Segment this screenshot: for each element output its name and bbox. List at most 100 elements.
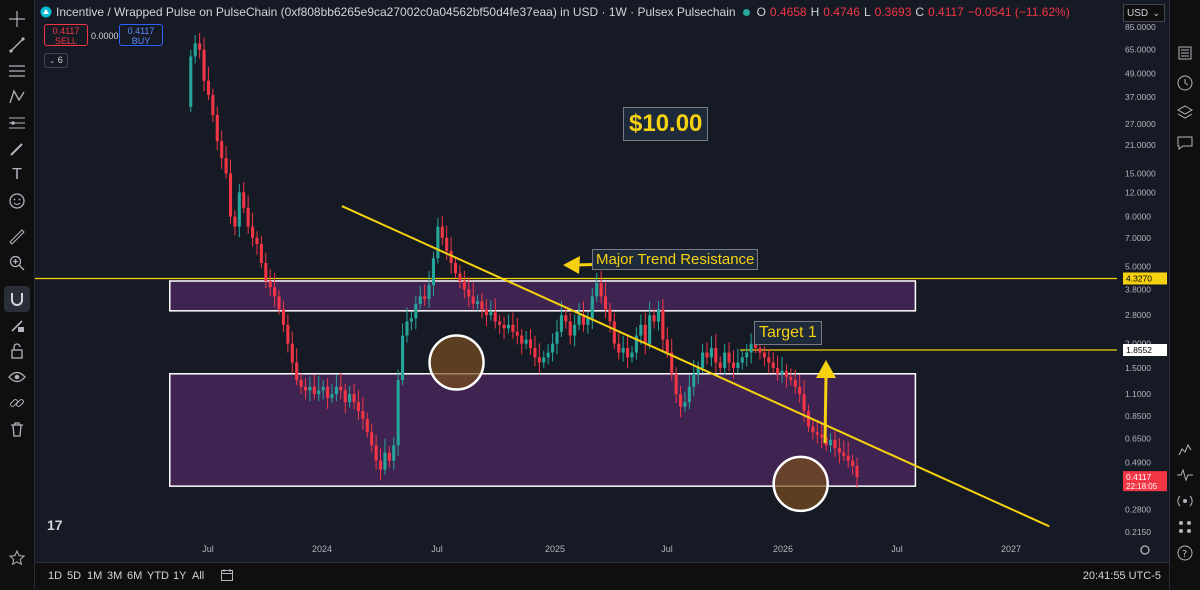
timeframe-6m[interactable]: 6M	[127, 570, 143, 582]
close-label: C	[915, 5, 925, 19]
timeframe-1y[interactable]: 1Y	[173, 570, 187, 582]
x-tick-label: Jul	[661, 544, 673, 554]
candle-body	[427, 285, 431, 299]
alerts-clock-icon[interactable]	[1172, 70, 1198, 96]
candle-body	[829, 439, 833, 446]
sell-button[interactable]: 0.4117 SELL	[44, 24, 88, 46]
timeframe-1d[interactable]: 1D	[48, 570, 63, 582]
candle-body	[277, 296, 281, 310]
candle-body	[789, 376, 793, 381]
pulse-icon[interactable]	[1172, 462, 1198, 488]
candle-body	[251, 226, 255, 238]
candle-body	[692, 373, 696, 387]
lock-icon[interactable]	[4, 338, 30, 364]
candle-body	[851, 460, 855, 466]
price-chart[interactable]: 85.000065.000049.000037.000027.000021.00…	[35, 0, 1169, 562]
token-logo-icon	[40, 6, 52, 18]
y-tick-label: 0.2150	[1125, 527, 1151, 537]
symbol-title[interactable]: Incentive / Wrapped Pulse on PulseChain …	[56, 5, 736, 19]
y-tick-label: 1.1000	[1125, 389, 1151, 399]
candle-body	[326, 386, 330, 399]
emoji-icon[interactable]	[4, 188, 30, 214]
ideas-icon[interactable]	[1172, 436, 1198, 462]
candle-body	[855, 465, 859, 478]
candle-body	[780, 370, 784, 374]
timeframe-1m[interactable]: 1M	[87, 570, 103, 582]
text-tool-icon[interactable]: T	[12, 166, 22, 183]
candle-body	[308, 386, 312, 391]
currency-select[interactable]: USD ⌄	[1123, 4, 1165, 22]
watchlist-icon[interactable]	[1172, 40, 1198, 66]
fib-tool-icon[interactable]	[4, 110, 30, 136]
highlight-circle-1	[428, 334, 485, 391]
zoom-in-icon[interactable]	[4, 250, 30, 276]
candle-body	[361, 411, 365, 419]
settings-gear-icon[interactable]	[1140, 545, 1150, 555]
candle-body	[811, 426, 815, 433]
candle-body	[608, 309, 612, 322]
candle-body	[502, 324, 506, 329]
candle-body	[837, 448, 841, 453]
candle-body	[652, 315, 656, 322]
candle-body	[520, 335, 524, 344]
candle-body	[290, 343, 294, 363]
favorite-star-icon[interactable]	[4, 545, 30, 571]
trash-icon[interactable]	[4, 416, 30, 442]
timeframe-all[interactable]: All	[192, 570, 205, 582]
layers-icon[interactable]	[1172, 100, 1198, 126]
y-tick-label: 12.0000	[1125, 187, 1156, 197]
right-toolbar: ?	[1169, 0, 1200, 589]
candle-body	[630, 352, 634, 358]
candle-body	[709, 347, 713, 358]
candle-body	[273, 287, 277, 297]
price-target-label: $10.00	[623, 107, 709, 141]
apps-grid-icon[interactable]	[1172, 514, 1198, 540]
candle-body	[793, 380, 797, 387]
x-tick-label: Jul	[891, 544, 903, 554]
ruler-icon[interactable]	[4, 224, 30, 250]
candle-body	[806, 411, 811, 427]
magnet-icon[interactable]	[4, 286, 30, 312]
broadcast-icon[interactable]	[1172, 488, 1198, 514]
market-status-dot-icon	[742, 8, 750, 16]
clock[interactable]: 20:41:55 UTC-5	[1082, 570, 1161, 582]
trendline-tool-icon[interactable]	[4, 32, 30, 58]
lock-drawings-icon[interactable]	[4, 312, 30, 338]
chart-area[interactable]: 85.0000 65.0000 49.0000 37.0000 27.0000 21.00…	[35, 0, 1169, 562]
candle-body	[506, 324, 511, 329]
x-tick-label: 2026	[773, 544, 793, 554]
time-axis[interactable]	[35, 540, 1119, 562]
candle-body	[259, 244, 263, 263]
candle-body	[617, 343, 621, 353]
candle-body	[533, 347, 537, 358]
brush-icon[interactable]	[4, 136, 30, 162]
candle-body	[833, 439, 837, 449]
help-icon[interactable]: ?	[1172, 540, 1198, 566]
link-icon[interactable]	[4, 390, 30, 416]
timeframe-ytd[interactable]: YTD	[147, 570, 169, 582]
candle-body	[815, 432, 819, 435]
candle-body	[193, 43, 197, 57]
countdown-label: 22:18:05	[1126, 482, 1158, 491]
high-label: H	[810, 5, 820, 19]
buy-button[interactable]: 0.4117 BUY	[119, 24, 163, 46]
low-label: L	[863, 5, 871, 19]
candle-body	[321, 386, 325, 391]
candle-body	[334, 386, 338, 395]
crosshair-icon[interactable]	[4, 6, 30, 32]
y-tick-label: 9.0000	[1125, 212, 1151, 222]
candle-body	[762, 352, 766, 358]
timeframe-5d[interactable]: 5D	[67, 570, 82, 582]
candle-body	[661, 309, 665, 340]
pattern-tool-icon[interactable]	[4, 84, 30, 110]
chat-icon[interactable]	[1172, 130, 1198, 156]
date-range-icon[interactable]	[220, 568, 234, 585]
target-arrow-shaft	[823, 374, 828, 444]
horizontal-lines-icon[interactable]	[4, 58, 30, 84]
price-label-bg	[1123, 471, 1167, 492]
candle-body	[599, 283, 603, 297]
eye-icon[interactable]	[4, 364, 30, 390]
indicators-toggle[interactable]: ⌄ 6	[44, 53, 68, 68]
timeframe-3m[interactable]: 3M	[107, 570, 123, 582]
candle-body	[264, 262, 268, 281]
